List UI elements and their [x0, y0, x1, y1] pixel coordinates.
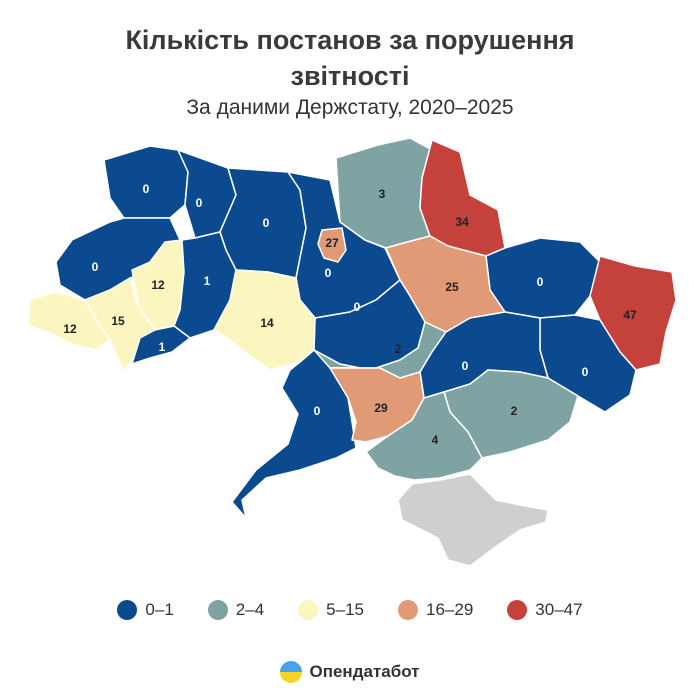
label-rivne: 0	[196, 196, 203, 210]
region-kyiv-city[interactable]	[317, 227, 347, 263]
label-ivano-frankivsk: 15	[111, 314, 125, 328]
label-kharkiv: 0	[537, 275, 544, 289]
map-title: Кількість постанов за порушення звітност…	[0, 22, 700, 94]
label-kyiv-oblast: 0	[325, 266, 332, 280]
label-lviv: 0	[92, 260, 99, 274]
legend-item: 30–47	[507, 600, 583, 620]
label-chernihiv: 3	[379, 187, 386, 201]
region-luhansk[interactable]	[589, 255, 677, 371]
brand-logo-icon	[280, 661, 303, 683]
legend-swatch	[207, 600, 228, 620]
legend-label: 0–1	[145, 600, 174, 619]
brand-name: Опендатабот	[309, 662, 420, 681]
label-zakarpattia: 12	[63, 322, 77, 336]
label-poltava: 25	[445, 280, 459, 294]
label-cherkasy: 0	[354, 300, 361, 314]
legend-label: 5–15	[326, 600, 364, 619]
legend-swatch	[507, 600, 528, 620]
label-kyiv-city: 27	[325, 236, 339, 250]
map-subtitle: За даними Держстату, 2020–2025	[186, 96, 514, 119]
legend-item: 0–1	[117, 600, 174, 620]
title-line-2: звітності	[290, 61, 410, 91]
legend-swatch	[117, 600, 138, 620]
label-vinnytsia: 14	[260, 316, 274, 330]
label-zhytomyr: 0	[263, 216, 270, 230]
label-zaporizhzhia: 2	[511, 404, 518, 418]
legend: 0–1 2–4 5–15 16–29 30–47	[0, 600, 700, 620]
region-zakarpattia[interactable]	[27, 291, 111, 351]
label-kherson: 4	[432, 433, 439, 447]
label-luhansk: 47	[623, 308, 637, 322]
title-line-1: Кількість постанов за порушення	[125, 25, 575, 55]
label-donetsk: 0	[582, 365, 589, 379]
label-kirovohrad: 2	[395, 342, 402, 356]
label-mykolaiv: 29	[374, 401, 388, 415]
label-chernivtsi: 1	[159, 340, 166, 354]
legend-swatch	[298, 600, 319, 620]
label-odesa: 0	[314, 404, 321, 418]
legend-swatch	[398, 600, 418, 620]
label-dnipropetrovsk: 0	[462, 359, 469, 373]
region-kherson[interactable]	[365, 391, 483, 481]
label-ternopil: 12	[151, 278, 165, 292]
legend-item: 2–4	[207, 600, 265, 620]
label-sumy: 34	[455, 215, 469, 229]
region-chernivtsi[interactable]	[131, 325, 191, 365]
legend-item: 5–15	[298, 600, 364, 620]
legend-label: 30–47	[535, 600, 583, 619]
legend-label: 2–4	[235, 600, 265, 619]
region-crimea[interactable]	[397, 473, 549, 567]
legend-item: 16–29	[398, 600, 473, 620]
brand: Опендатабот	[0, 661, 700, 683]
label-volyn: 0	[143, 182, 150, 196]
legend-label: 16–29	[426, 600, 474, 619]
label-khmelnytskyi: 1	[204, 274, 211, 288]
